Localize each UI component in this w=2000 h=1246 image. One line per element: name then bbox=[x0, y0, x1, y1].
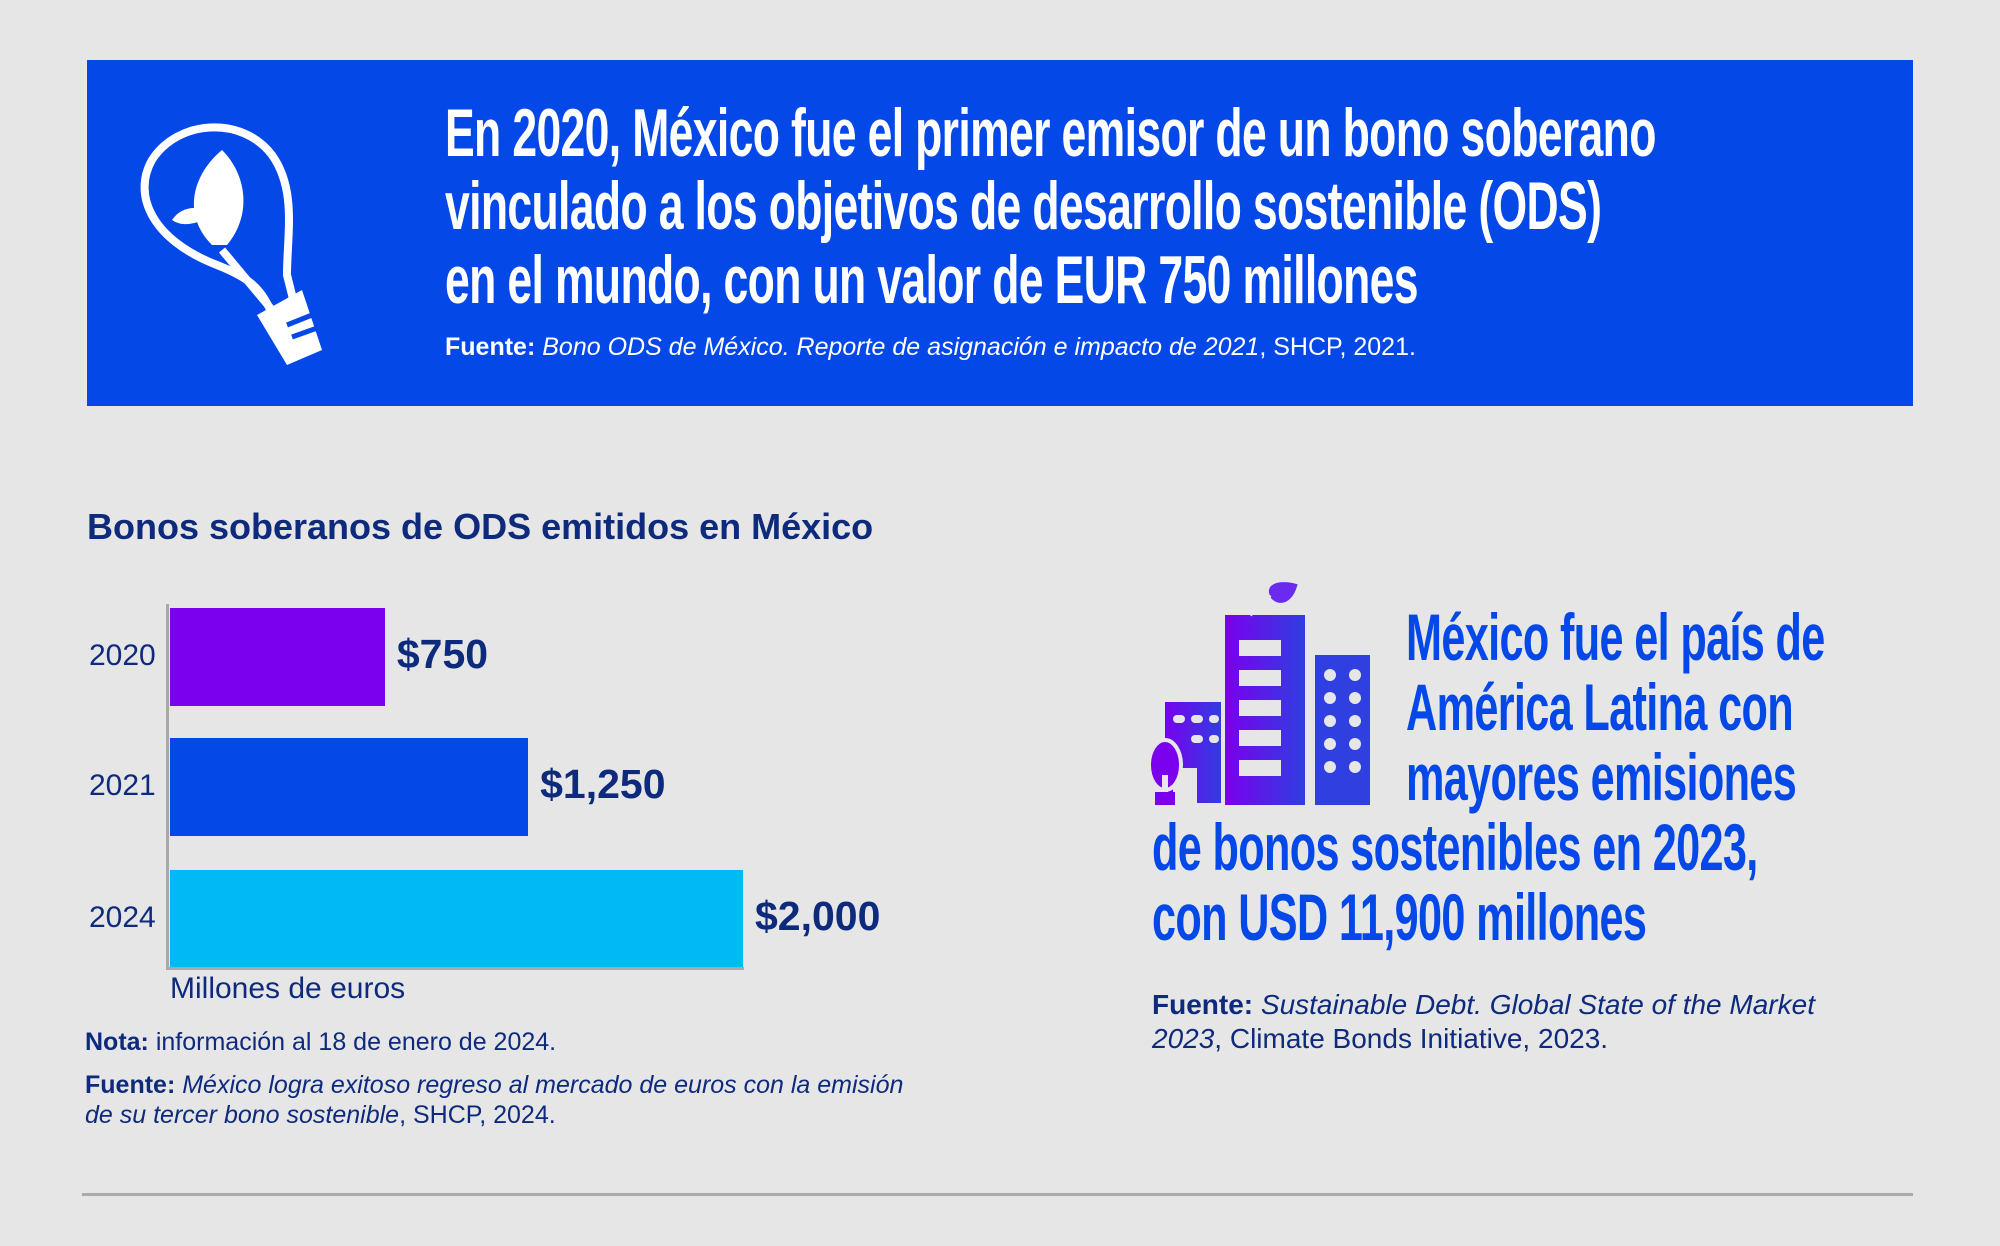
right-source: Fuente: Sustainable Debt. Global State o… bbox=[1152, 988, 1815, 1056]
chart-source-line-1: Fuente: México logra exitoso regreso al … bbox=[85, 1070, 903, 1100]
source-rest: , SHCP, 2024. bbox=[399, 1101, 556, 1129]
note-label: Nota: bbox=[85, 1028, 149, 1056]
chart-source-line-2: de su tercer bono sostenible, SHCP, 2024… bbox=[85, 1100, 556, 1130]
right-headline-line-4: de bonos sostenibles en 2023, bbox=[1152, 810, 1758, 884]
right-headline-line-5: con USD 11,900 millones bbox=[1152, 880, 1647, 954]
lightbulb-leaf-icon bbox=[140, 123, 322, 365]
bar-2020 bbox=[170, 608, 385, 706]
source-title: Sustainable Debt. Global State of the Ma… bbox=[1253, 989, 1815, 1020]
y-axis-line bbox=[166, 604, 169, 970]
note-text: información al 18 de enero de 2024. bbox=[148, 1028, 557, 1056]
bar-value-label: $2,000 bbox=[755, 893, 881, 939]
source-title: Bono ODS de México. Reporte de asignació… bbox=[542, 333, 1260, 361]
bottom-divider bbox=[82, 1193, 1913, 1196]
chart-title: Bonos soberanos de ODS emitidos en Méxic… bbox=[87, 506, 874, 547]
banner-source: Fuente: Bono ODS de México. Reporte de a… bbox=[445, 333, 1416, 362]
source-label: Fuente: bbox=[445, 333, 536, 361]
source-rest: , Climate Bonds Initiative, 2023. bbox=[1214, 1023, 1609, 1054]
source-title: México logra exitoso regreso al mercado … bbox=[175, 1071, 904, 1099]
y-tick-label: 2020 bbox=[89, 639, 156, 672]
bar-2021 bbox=[170, 738, 529, 836]
source-label: Fuente: bbox=[1152, 989, 1254, 1020]
bar-value-label: $1,250 bbox=[540, 761, 666, 807]
bar-2024 bbox=[170, 870, 743, 968]
banner-headline-line-2: vinculado a los objetivos de desarrollo … bbox=[445, 168, 1602, 244]
source-title: 2023 bbox=[1152, 1023, 1215, 1054]
source-label: Fuente: bbox=[85, 1071, 176, 1099]
bar-value-label: $750 bbox=[396, 631, 489, 677]
chart-note: Nota: información al 18 de enero de 2024… bbox=[85, 1027, 556, 1057]
buildings-leaf-icon bbox=[1147, 580, 1370, 805]
source-title: de su tercer bono sostenible bbox=[85, 1101, 400, 1129]
banner: En 2020, México fue el primer emisor de … bbox=[87, 60, 1913, 406]
right-headline-line-3: mayores emisiones bbox=[1406, 740, 1797, 814]
x-axis-shadow bbox=[166, 967, 744, 970]
y-tick-label: 2024 bbox=[89, 901, 156, 934]
source-rest: , SHCP, 2021. bbox=[1259, 333, 1416, 361]
banner-headline-line-3: en el mundo, con un valor de EUR 750 mil… bbox=[445, 242, 1419, 318]
right-headline-line-2: América Latina con bbox=[1406, 670, 1794, 744]
y-tick-label: 2021 bbox=[89, 769, 156, 802]
right-headline-line-1: México fue el país de bbox=[1406, 600, 1825, 674]
x-axis-label: Millones de euros bbox=[170, 972, 406, 1005]
banner-headline-line-1: En 2020, México fue el primer emisor de … bbox=[445, 95, 1656, 171]
